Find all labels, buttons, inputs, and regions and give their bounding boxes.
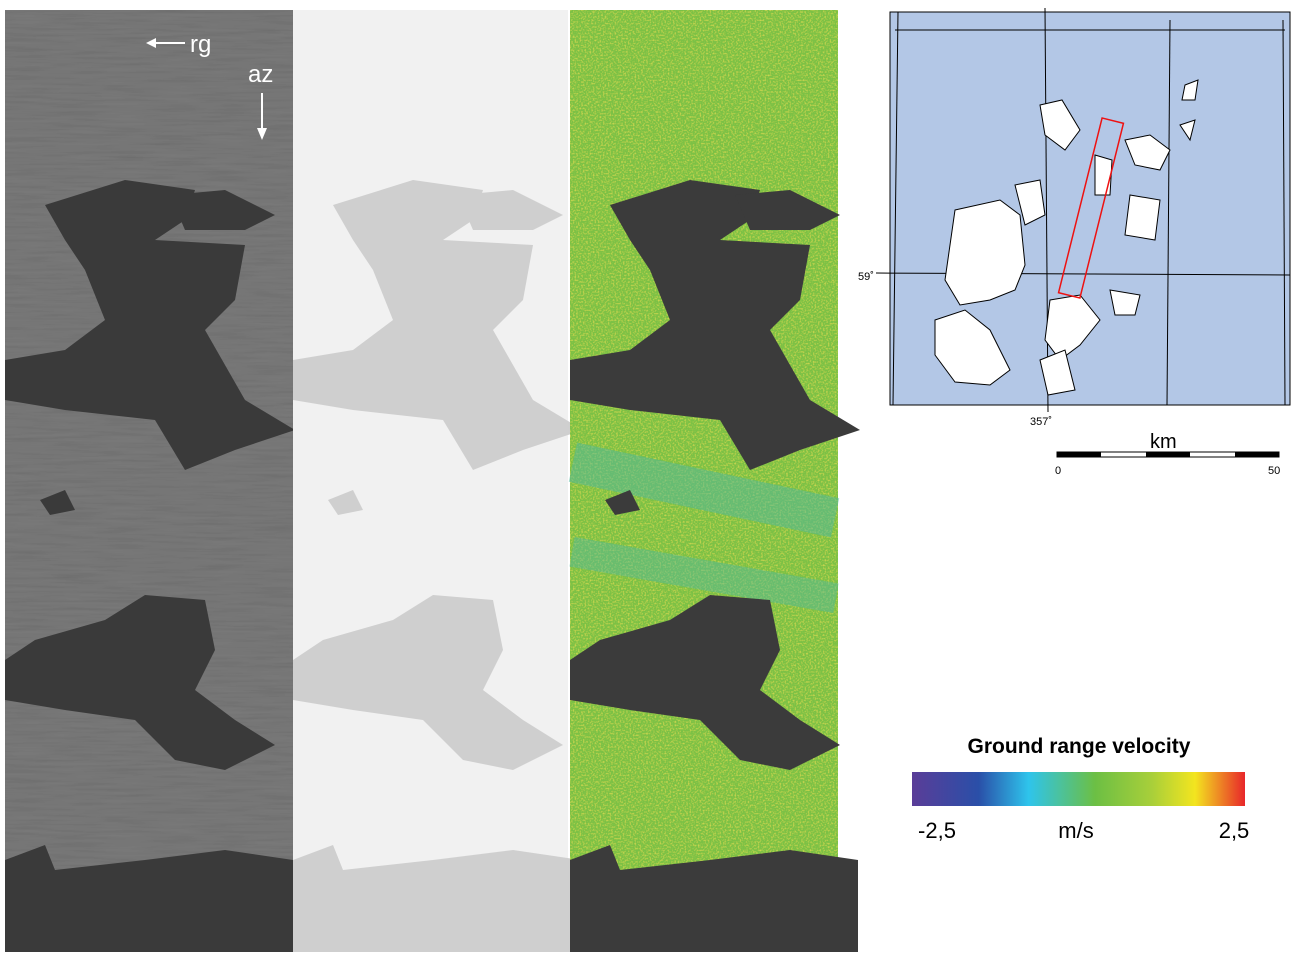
colorbar-max: 2,5 bbox=[1219, 818, 1250, 843]
sar-coherence-panel bbox=[293, 10, 583, 952]
colorbar: Ground range velocity -2,5 m/s 2,5 bbox=[912, 735, 1249, 843]
location-map: 59˚ 357˚ km 0 50 bbox=[858, 8, 1290, 477]
scale-end: 50 bbox=[1268, 465, 1280, 477]
colorbar-gradient bbox=[912, 772, 1245, 806]
range-label: rg bbox=[190, 31, 211, 58]
page: {"image_panels": {"range_label": "rg", "… bbox=[0, 0, 1295, 952]
sar-intensity-panel: rg az bbox=[5, 10, 295, 952]
sea-background bbox=[5, 10, 293, 952]
colorbar-title: Ground range velocity bbox=[968, 735, 1191, 758]
colorbar-unit: m/s bbox=[1058, 818, 1093, 843]
azimuth-label: az bbox=[248, 61, 273, 88]
scale-unit: km bbox=[1150, 431, 1177, 453]
latitude-label: 59˚ bbox=[858, 271, 874, 283]
longitude-label: 357˚ bbox=[1030, 416, 1052, 428]
figure: rg az bbox=[0, 0, 1295, 952]
colorbar-min: -2,5 bbox=[918, 818, 956, 843]
scale-start: 0 bbox=[1055, 465, 1061, 477]
velocity-panel bbox=[569, 10, 860, 952]
scale-bar bbox=[1057, 452, 1279, 457]
sea-background bbox=[293, 10, 568, 952]
